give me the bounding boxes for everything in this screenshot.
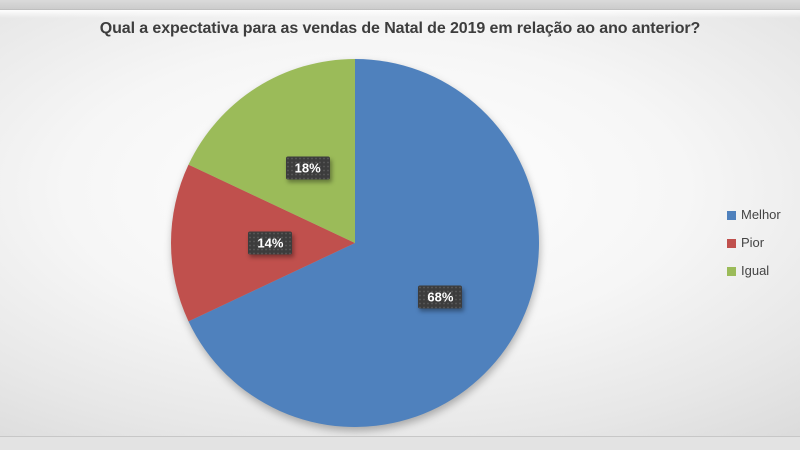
- legend-label-igual: Igual: [741, 263, 770, 278]
- pie-svg: [170, 58, 539, 427]
- legend: Melhor Pior Igual: [727, 206, 781, 290]
- legend-item-melhor: Melhor: [727, 206, 781, 224]
- legend-label-pior: Pior: [741, 235, 765, 250]
- legend-swatch-igual: [727, 266, 736, 276]
- data-label-pior: 14%: [248, 231, 293, 255]
- legend-swatch-melhor: [727, 210, 736, 220]
- legend-item-pior: Pior: [727, 234, 781, 252]
- data-label-igual: 18%: [285, 156, 330, 180]
- data-label-melhor: 68%: [418, 285, 463, 309]
- pie-slice-igual: [188, 58, 355, 243]
- chart-title: Qual a expectativa para as vendas de Nat…: [99, 20, 701, 37]
- legend-item-igual: Igual: [727, 262, 781, 280]
- pie-slice-melhor: [188, 59, 539, 427]
- legend-label-melhor: Melhor: [741, 207, 781, 222]
- legend-swatch-pior: [727, 238, 736, 248]
- slide-bottom-edge: [0, 436, 800, 450]
- pie-chart: 68% 14% 18%: [170, 58, 540, 428]
- slide-top-edge: [0, 0, 800, 9]
- slide-top-highlight: [0, 9, 800, 18]
